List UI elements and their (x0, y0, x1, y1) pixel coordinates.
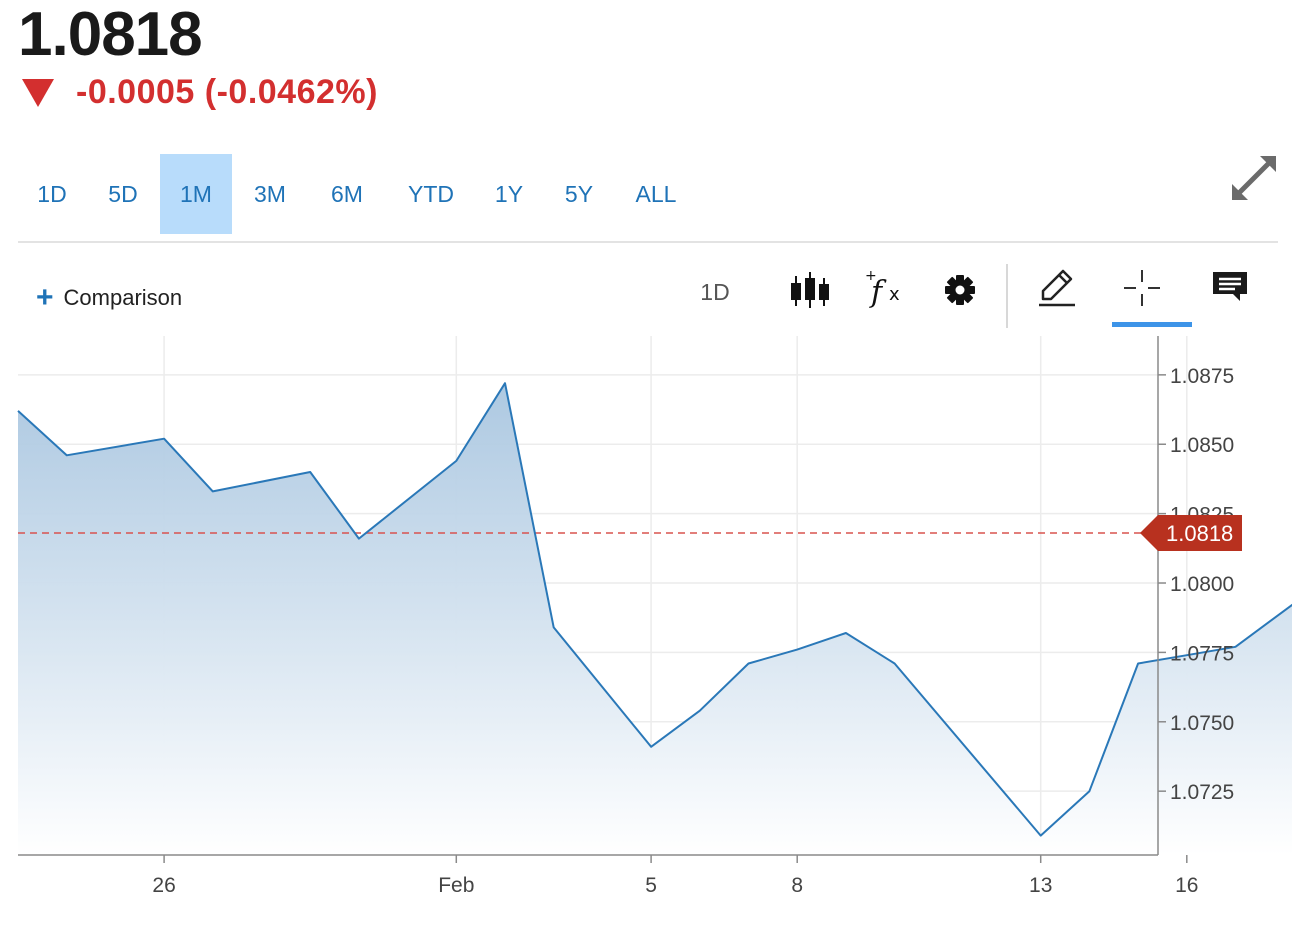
crosshair-icon[interactable] (1120, 266, 1164, 310)
x-tick-label: 13 (1029, 874, 1052, 897)
data-point (889, 657, 901, 669)
y-tick-label: 1.0750 (1170, 712, 1234, 735)
price-change-row: -0.0005 (-0.0462%) (22, 70, 378, 114)
last-price-tag-label: 1.0818 (1166, 521, 1233, 546)
range-all-button[interactable]: ALL (635, 180, 677, 207)
pencil-draw-icon[interactable] (1034, 264, 1080, 310)
series-area (18, 383, 1292, 855)
candlestick-chart-icon[interactable] (786, 268, 834, 312)
data-point (548, 621, 560, 633)
header-divider (18, 241, 1278, 243)
data-point (207, 485, 219, 497)
data-point (791, 644, 803, 656)
data-point (743, 657, 755, 669)
y-tick-label: 1.0800 (1170, 573, 1234, 596)
active-tool-indicator (1112, 322, 1192, 327)
y-tick-label: 1.0775 (1170, 642, 1234, 665)
y-tick-label: 1.0875 (1170, 365, 1234, 388)
y-tick-label: 1.0850 (1170, 434, 1234, 457)
data-point (61, 449, 73, 461)
data-point (450, 455, 462, 467)
x-tick-label: 5 (645, 874, 657, 897)
data-point (840, 627, 852, 639)
svg-text:x: x (889, 284, 900, 305)
data-point (158, 433, 170, 445)
price-change: -0.0005 (-0.0462%) (76, 72, 378, 111)
function-fx-icon[interactable]: + f x (860, 266, 908, 312)
comment-icon[interactable] (1208, 266, 1252, 306)
time-range-selector: 1D 5D 1M 3M 6M YTD 1Y 5Y ALL (18, 154, 696, 234)
last-price-tag (1140, 515, 1242, 552)
gear-icon[interactable] (940, 270, 980, 310)
svg-text:+: + (865, 268, 877, 284)
x-tick-label: 16 (1175, 874, 1198, 897)
interval-selector[interactable]: 1D (700, 278, 730, 305)
data-point (1083, 785, 1095, 797)
data-point (353, 533, 365, 545)
svg-text:f: f (869, 275, 887, 310)
series-line (17, 382, 1292, 837)
range-1m-button[interactable]: 1M (160, 154, 232, 234)
data-point (304, 466, 316, 478)
comparison-button[interactable]: + Comparison (36, 280, 182, 316)
data-point (499, 377, 511, 389)
x-tick-label: Feb (438, 874, 474, 897)
x-tick-label: 26 (152, 874, 175, 897)
range-6m-button[interactable]: 6M (331, 180, 363, 207)
y-tick-label: 1.0725 (1170, 781, 1234, 804)
data-point (694, 705, 706, 717)
data-point (645, 741, 657, 753)
price-chart[interactable]: 1.08751.08501.08251.08001.07751.07501.07… (0, 330, 1292, 932)
range-5y-button[interactable]: 5Y (564, 180, 594, 207)
range-1d-button[interactable]: 1D (37, 180, 67, 207)
range-5d-button[interactable]: 5D (108, 180, 138, 207)
toolbar-separator (1006, 264, 1008, 328)
range-ytd-button[interactable]: YTD (408, 180, 454, 207)
comparison-label: Comparison (63, 285, 183, 310)
expand-icon[interactable] (1226, 150, 1282, 206)
range-3m-button[interactable]: 3M (254, 180, 286, 207)
data-point (12, 405, 24, 417)
data-point (1035, 830, 1047, 842)
last-price: 1.0818 (18, 0, 203, 69)
down-triangle-icon (22, 79, 54, 107)
x-tick-label: 8 (791, 874, 803, 897)
data-point (1132, 657, 1144, 669)
range-1y-button[interactable]: 1Y (494, 180, 524, 207)
plus-icon: + (36, 281, 54, 314)
